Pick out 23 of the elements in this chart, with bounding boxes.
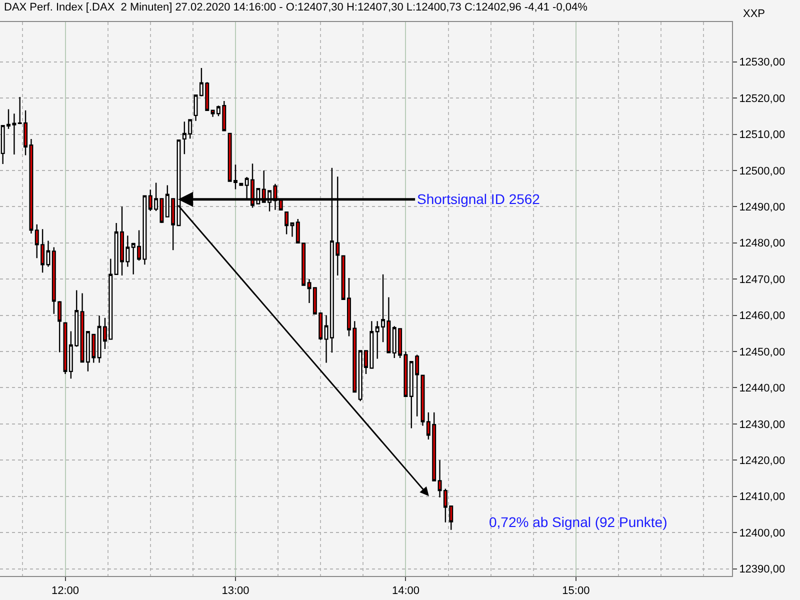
y-tick-label: 12490,00 <box>739 202 786 214</box>
y-tick-label: 12400,00 <box>739 527 786 540</box>
y-tick-label: 12420,00 <box>739 454 786 467</box>
chart-title: DAX Perf. Index [.DAX 2 Minuten] 27.02.2020 14:16:00 - O:12407,30 H:12407,30 L:12400,73 C:12402,96 -4,41 -0,04% <box>4 2 588 14</box>
y-tick-label: 12460,00 <box>739 310 786 322</box>
y-tick-label: 12530,00 <box>739 56 786 69</box>
x-tick-label: 13:00 <box>222 585 250 598</box>
y-tick-label: 12390,00 <box>739 564 786 576</box>
x-tick-label: 12:00 <box>51 585 80 598</box>
y-tick-label: 12500,00 <box>739 165 786 178</box>
y-tick-label: 12470,00 <box>739 274 786 286</box>
y-tick-label: 12440,00 <box>739 382 786 395</box>
annotation: Shortsignal ID 2562 <box>417 191 540 207</box>
y-tick-label: 12480,00 <box>739 238 786 250</box>
y-tick-label: 12510,00 <box>739 129 786 142</box>
y-tick-label: 12430,00 <box>739 418 786 431</box>
x-tick-label: 15:00 <box>562 585 590 598</box>
y-tick-label: 12450,00 <box>739 346 786 358</box>
text: XXP <box>743 8 766 20</box>
y-tick-label: 12520,00 <box>739 92 786 105</box>
x-tick-label: 14:00 <box>392 585 420 598</box>
annotation: 0,72% ab Signal (92 Punkte) <box>489 514 668 530</box>
y-tick-label: 12410,00 <box>739 491 786 504</box>
